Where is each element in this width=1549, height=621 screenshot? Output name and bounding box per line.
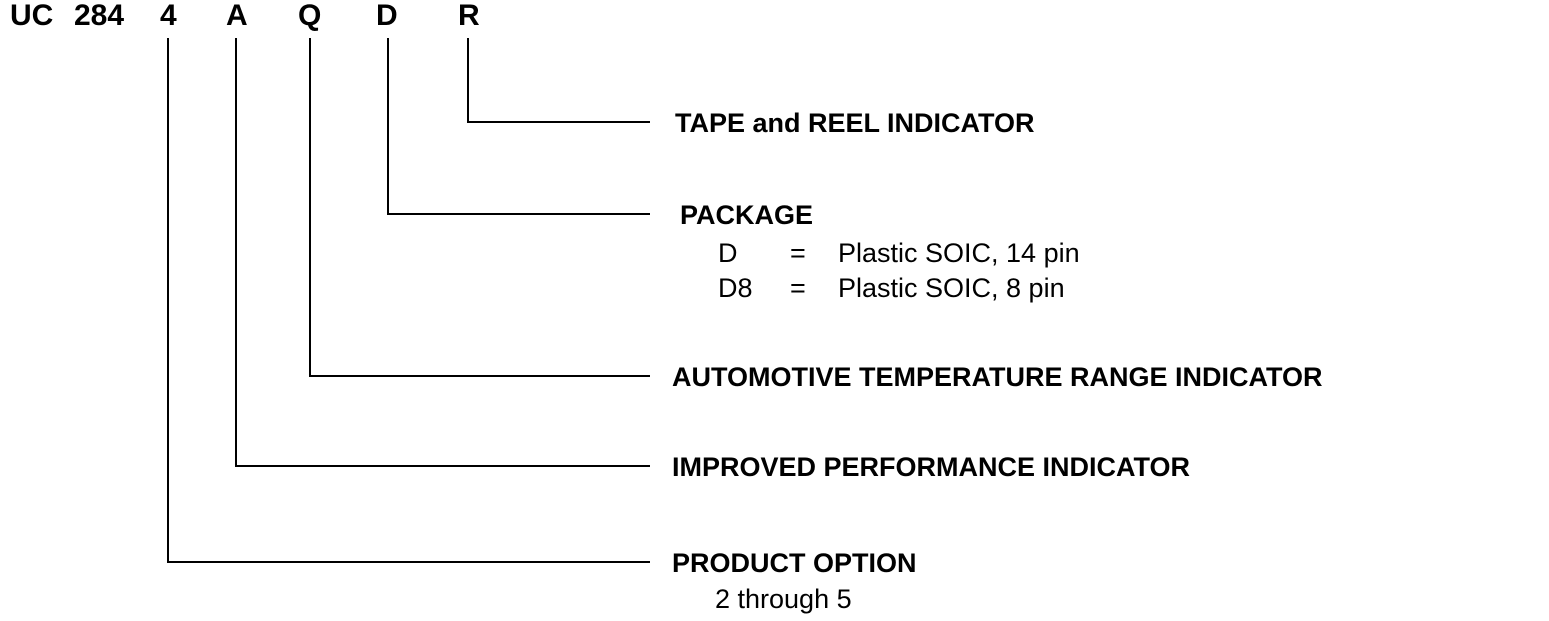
package-eq: = [790, 273, 806, 303]
label-improved: IMPROVED PERFORMANCE INDICATOR [672, 452, 1190, 482]
leader-line [236, 38, 650, 466]
package-code: D8 [718, 273, 753, 303]
leader-line [168, 38, 650, 562]
part-code-segment: 284 [74, 0, 124, 32]
part-code-segment: D [376, 0, 398, 32]
part-code-segment: A [226, 0, 248, 32]
label-product-option-range: 2 through 5 [715, 584, 852, 614]
package-desc: Plastic SOIC, 14 pin [838, 238, 1080, 268]
label-package: PACKAGE [680, 200, 813, 230]
package-eq: = [790, 238, 806, 268]
part-code-segment: UC [10, 0, 53, 32]
leader-line [468, 38, 650, 122]
part-code-segment: 4 [160, 0, 177, 32]
part-code-segment: Q [298, 0, 321, 32]
leader-line [388, 38, 650, 214]
label-product-option: PRODUCT OPTION [672, 548, 917, 578]
label-automotive: AUTOMOTIVE TEMPERATURE RANGE INDICATOR [672, 362, 1323, 392]
package-code: D [718, 238, 738, 268]
part-code-segment: R [458, 0, 480, 32]
leader-line [310, 38, 650, 376]
package-desc: Plastic SOIC, 8 pin [838, 273, 1065, 303]
label-tape-reel: TAPE and REEL INDICATOR [675, 108, 1035, 138]
